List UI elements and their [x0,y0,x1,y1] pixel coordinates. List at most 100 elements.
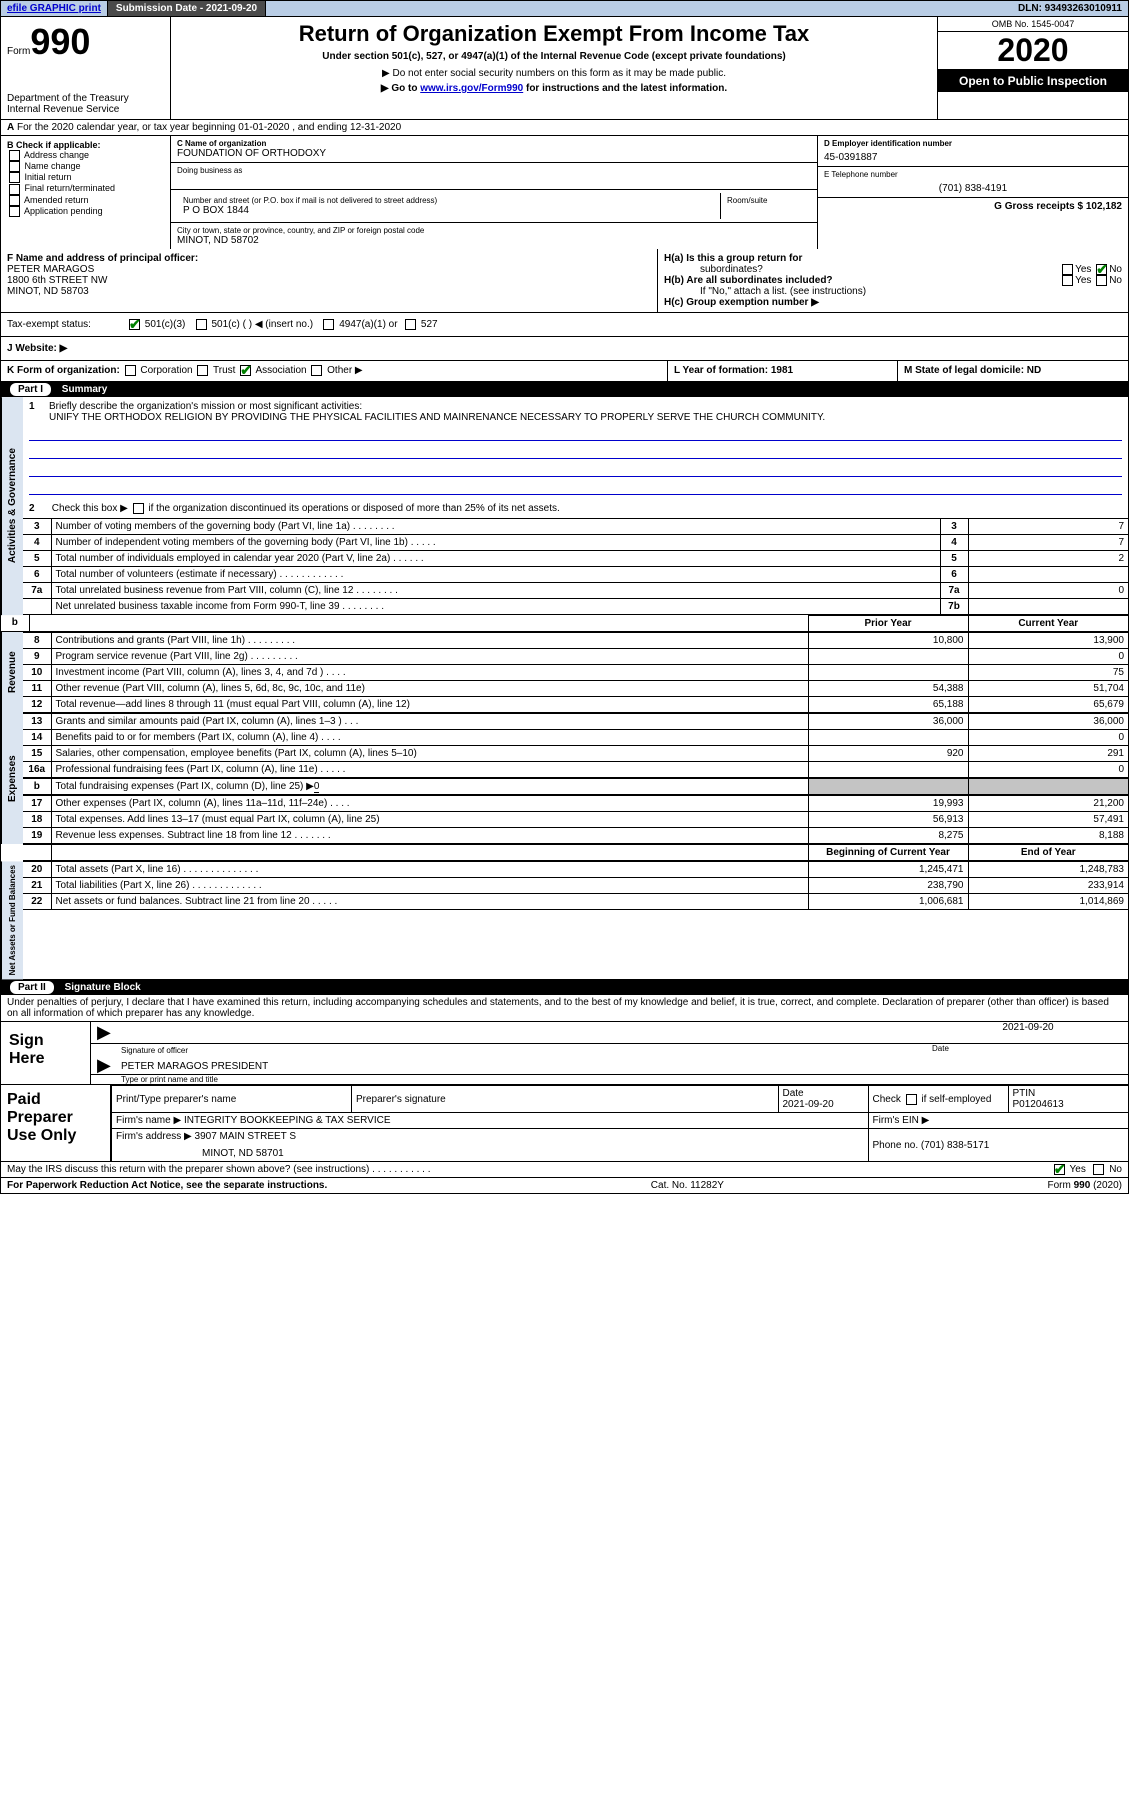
goto-prefix: ▶ Go to [381,83,420,94]
governance-row: 7aTotal unrelated business revenue from … [23,582,1128,598]
opt-assoc: Association [255,366,306,377]
vtab-governance: Activities & Governance [1,397,23,615]
prep-date-label: Date [783,1088,804,1099]
ha-no-checkbox[interactable] [1096,264,1107,275]
cb-trust[interactable] [197,365,208,376]
k-label: K Form of organization: [7,366,120,377]
governance-row: 6Total number of volunteers (estimate if… [23,566,1128,582]
sig-date-label: Date [928,1044,1128,1053]
col-b-item: Initial return [25,172,72,182]
may-irs-yes[interactable] [1054,1164,1065,1175]
cb-applicable[interactable] [9,161,20,172]
governance-row: 3Number of voting members of the governi… [23,518,1128,534]
city-value: MINOT, ND 58702 [177,235,811,246]
summary-row: 17Other expenses (Part IX, column (A), l… [23,795,1128,811]
row-a-prefix: A [7,122,14,133]
ptin-value: P01204613 [1013,1099,1064,1110]
paid-preparer-label: Paid Preparer Use Only [1,1085,111,1161]
row-j: J Website: ▶ [0,337,1129,361]
vtab-netassets: Net Assets or Fund Balances [1,861,23,979]
governance-row: Net unrelated business taxable income fr… [23,598,1128,614]
paid-preparer-block: Paid Preparer Use Only Print/Type prepar… [0,1085,1129,1162]
col-h: H(a) Is this a group return for subordin… [658,249,1128,312]
sign-block: Sign Here ▶ Signature of officer 2021-09… [0,1022,1129,1085]
summary-row: 16aProfessional fundraising fees (Part I… [23,761,1128,777]
line-b-label: Total fundraising expenses (Part IX, col… [56,781,314,792]
hb-no-checkbox[interactable] [1096,275,1107,286]
goto-link[interactable]: www.irs.gov/Form990 [420,83,523,94]
col-b-heading: B Check if applicable: [7,140,164,150]
cb-527[interactable] [405,319,416,330]
part2-num: Part II [10,981,54,994]
firm-name-label: Firm's name ▶ [116,1115,181,1126]
row-a: A For the 2020 calendar year, or tax yea… [0,120,1129,136]
summary-row: 19Revenue less expenses. Subtract line 1… [23,827,1128,843]
col-de: D Employer identification number 45-0391… [818,136,1128,249]
no-label-3: No [1109,1164,1122,1175]
officer-street: 1800 6th STREET NW [7,275,651,286]
cb-applicable[interactable] [9,206,20,217]
dln: DLN: 93493263010911 [1012,1,1128,16]
mission-text: UNIFY THE ORTHODOX RELIGION BY PROVIDING… [29,412,1122,423]
ptin-label: PTIN [1013,1088,1036,1099]
cb-discontinued[interactable] [133,503,144,514]
row-klm: K Form of organization: Corporation Trus… [0,361,1129,381]
ein-value: 45-0391887 [824,152,1122,163]
tax-exempt-label: Tax-exempt status: [1,313,121,336]
gross-receipts: G Gross receipts $ 102,182 [994,201,1122,212]
footer-left: For Paperwork Reduction Act Notice, see … [7,1180,327,1191]
ha-yes-checkbox[interactable] [1062,264,1073,275]
cb-applicable[interactable] [9,150,20,161]
footer-right: Form 990 (2020) [1048,1180,1122,1191]
officer-name: PETER MARAGOS [7,264,651,275]
may-irs-no[interactable] [1093,1164,1104,1175]
summary-row: 15Salaries, other compensation, employee… [23,745,1128,761]
py-header: Prior Year [808,615,968,631]
summary-row: 8Contributions and grants (Part VIII, li… [23,632,1128,648]
cb-assoc[interactable] [240,365,251,376]
governance-row: 4Number of independent voting members of… [23,534,1128,550]
cy-header: Current Year [968,615,1128,631]
cb-501c3[interactable] [129,319,140,330]
ssn-warning: ▶ Do not enter social security numbers o… [177,68,931,79]
firm-addr-label: Firm's address ▶ [116,1131,192,1142]
opt-trust: Trust [213,366,235,377]
prep-date: 2021-09-20 [783,1099,834,1110]
summary-row: 10Investment income (Part VIII, column (… [23,664,1128,680]
form-number: 990 [30,21,90,62]
yes-label-2: Yes [1075,275,1091,286]
vtab-expenses: Expenses [1,713,23,844]
ha-label: H(a) Is this a group return for [664,253,802,264]
col-b-item: Amended return [24,195,89,205]
org-name-label: C Name of organization [177,139,811,148]
cb-corp[interactable] [125,365,136,376]
opt-527: 527 [421,319,438,330]
cb-applicable[interactable] [9,172,20,183]
col-b: B Check if applicable: Address change Na… [1,136,171,249]
cb-self-employed[interactable] [906,1094,917,1105]
yes-label: Yes [1075,264,1091,275]
cb-4947[interactable] [323,319,334,330]
info-grid: B Check if applicable: Address change Na… [0,136,1129,249]
row-a-text: For the 2020 calendar year, or tax year … [17,122,401,133]
cb-501c[interactable] [196,319,207,330]
hb-yes-checkbox[interactable] [1062,275,1073,286]
open-to-public: Open to Public Inspection [938,70,1128,92]
part1-header: Part I Summary [0,382,1129,397]
summary-row: 21Total liabilities (Part X, line 26) . … [23,877,1128,893]
street-label: Number and street (or P.O. box if mail i… [183,196,714,205]
form-label: Form [7,46,30,57]
opt-501c: 501(c) ( ) ◀ (insert no.) [211,319,313,330]
cb-other[interactable] [311,365,322,376]
cb-applicable[interactable] [9,195,20,206]
irs-label: Internal Revenue Service [7,104,164,115]
form-title: Return of Organization Exempt From Incom… [177,21,931,47]
firm-addr1: 3907 MAIN STREET S [195,1131,297,1142]
opt-4947: 4947(a)(1) or [339,319,397,330]
col-b-item: Name change [25,161,81,171]
officer-typed-name: PETER MARAGOS PRESIDENT [121,1061,268,1072]
summary-row: 22Net assets or fund balances. Subtract … [23,893,1128,909]
col-f: F Name and address of principal officer:… [1,249,658,312]
cb-applicable[interactable] [9,184,20,195]
efile-label[interactable]: efile GRAPHIC print [1,1,108,16]
